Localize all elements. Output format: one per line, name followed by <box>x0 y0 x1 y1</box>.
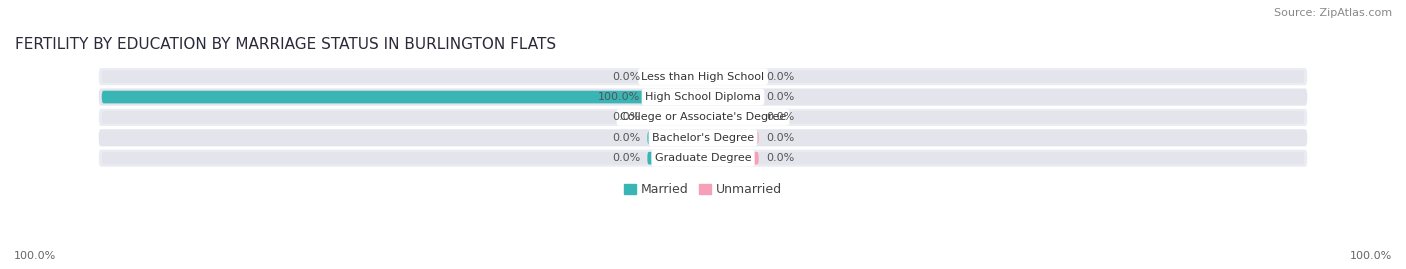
Text: Graduate Degree: Graduate Degree <box>655 153 751 163</box>
Text: 0.0%: 0.0% <box>766 72 794 82</box>
FancyBboxPatch shape <box>756 70 1305 83</box>
Text: 0.0%: 0.0% <box>612 133 640 143</box>
Text: 0.0%: 0.0% <box>766 112 794 122</box>
FancyBboxPatch shape <box>647 70 703 83</box>
FancyBboxPatch shape <box>703 152 759 165</box>
Text: Source: ZipAtlas.com: Source: ZipAtlas.com <box>1274 8 1392 18</box>
Text: 0.0%: 0.0% <box>612 112 640 122</box>
Text: 100.0%: 100.0% <box>1350 251 1392 261</box>
FancyBboxPatch shape <box>703 70 759 83</box>
FancyBboxPatch shape <box>101 70 650 83</box>
FancyBboxPatch shape <box>703 91 759 103</box>
FancyBboxPatch shape <box>647 91 703 103</box>
Text: FERTILITY BY EDUCATION BY MARRIAGE STATUS IN BURLINGTON FLATS: FERTILITY BY EDUCATION BY MARRIAGE STATU… <box>15 37 557 52</box>
FancyBboxPatch shape <box>98 150 1308 167</box>
FancyBboxPatch shape <box>101 111 650 124</box>
FancyBboxPatch shape <box>647 132 703 144</box>
FancyBboxPatch shape <box>647 111 703 124</box>
FancyBboxPatch shape <box>647 152 703 165</box>
FancyBboxPatch shape <box>98 109 1308 126</box>
Text: 0.0%: 0.0% <box>766 133 794 143</box>
Text: 0.0%: 0.0% <box>612 72 640 82</box>
Text: Bachelor's Degree: Bachelor's Degree <box>652 133 754 143</box>
FancyBboxPatch shape <box>98 68 1308 85</box>
FancyBboxPatch shape <box>756 91 1305 103</box>
FancyBboxPatch shape <box>756 132 1305 144</box>
Text: 0.0%: 0.0% <box>612 153 640 163</box>
FancyBboxPatch shape <box>703 132 759 144</box>
FancyBboxPatch shape <box>98 89 1308 106</box>
Text: High School Diploma: High School Diploma <box>645 92 761 102</box>
Legend: Married, Unmarried: Married, Unmarried <box>619 178 787 201</box>
Text: 0.0%: 0.0% <box>766 92 794 102</box>
FancyBboxPatch shape <box>756 152 1305 165</box>
FancyBboxPatch shape <box>703 111 759 124</box>
Text: 100.0%: 100.0% <box>598 92 640 102</box>
FancyBboxPatch shape <box>101 152 650 165</box>
FancyBboxPatch shape <box>101 132 650 144</box>
Text: 0.0%: 0.0% <box>766 153 794 163</box>
Text: College or Associate's Degree: College or Associate's Degree <box>620 112 786 122</box>
FancyBboxPatch shape <box>101 91 650 103</box>
FancyBboxPatch shape <box>98 129 1308 146</box>
Text: Less than High School: Less than High School <box>641 72 765 82</box>
FancyBboxPatch shape <box>756 111 1305 124</box>
Text: 100.0%: 100.0% <box>14 251 56 261</box>
FancyBboxPatch shape <box>101 91 650 103</box>
